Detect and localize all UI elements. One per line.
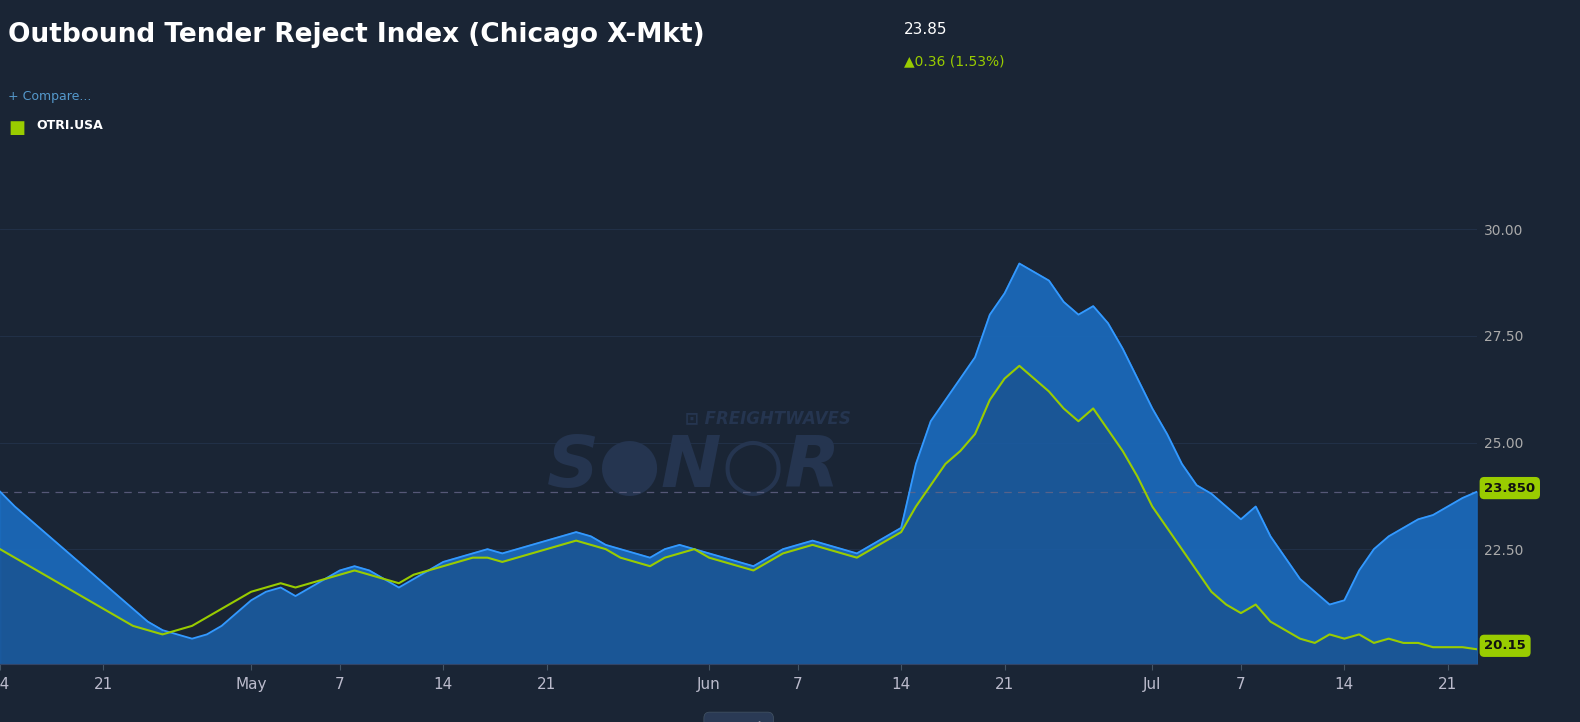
Text: OTRI.USA: OTRI.USA	[36, 119, 103, 132]
Text: 23.85: 23.85	[904, 22, 948, 37]
Text: S●N○R: S●N○R	[547, 432, 842, 502]
Text: Outbound Tender Reject Index (Chicago X-Mkt): Outbound Tender Reject Index (Chicago X-…	[8, 22, 705, 48]
Text: + Compare...: + Compare...	[8, 90, 92, 103]
Text: ⊡ FREIGHTWAVES: ⊡ FREIGHTWAVES	[686, 409, 852, 427]
Text: −    +: − +	[709, 718, 768, 722]
Text: ■: ■	[8, 119, 25, 137]
Text: 20.15: 20.15	[1484, 639, 1526, 652]
Text: ▲0.36 (1.53%): ▲0.36 (1.53%)	[904, 54, 1005, 68]
Text: 23.850: 23.850	[1484, 482, 1536, 495]
